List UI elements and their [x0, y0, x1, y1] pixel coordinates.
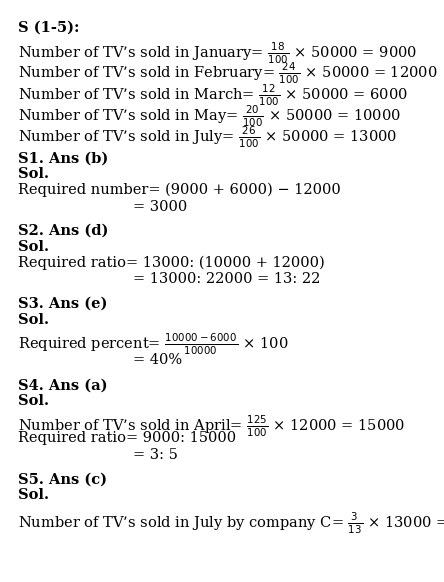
Text: S5. Ans (c): S5. Ans (c)	[18, 473, 107, 487]
Text: Required number= (9000 + 6000) − 12000: Required number= (9000 + 6000) − 12000	[18, 183, 341, 197]
Text: Number of TV’s sold in February= $\frac{24}{100}$ × 50000 = 12000: Number of TV’s sold in February= $\frac{…	[18, 61, 437, 87]
Text: = 3: 5: = 3: 5	[133, 448, 178, 462]
Text: Number of TV’s sold in April= $\frac{125}{100}$ × 12000 = 15000: Number of TV’s sold in April= $\frac{125…	[18, 413, 405, 439]
Text: Sol.: Sol.	[18, 313, 49, 327]
Text: Required percent= $\frac{10000-6000}{10000}$ × 100: Required percent= $\frac{10000-6000}{100…	[18, 332, 288, 357]
Text: = 13000: 22000 = 13: 22: = 13000: 22000 = 13: 22	[133, 272, 321, 286]
Text: Sol.: Sol.	[18, 488, 49, 502]
Text: Number of TV’s sold in January= $\frac{18}{100}$ × 50000 = 9000: Number of TV’s sold in January= $\frac{1…	[18, 41, 417, 66]
Text: Number of TV’s sold in July by company C= $\frac{3}{13}$ × 13000 = 3000: Number of TV’s sold in July by company C…	[18, 511, 444, 537]
Text: = 3000: = 3000	[133, 200, 187, 214]
Text: S4. Ans (a): S4. Ans (a)	[18, 378, 107, 392]
Text: Number of TV’s sold in March= $\frac{12}{100}$ × 50000 = 6000: Number of TV’s sold in March= $\frac{12}…	[18, 83, 408, 108]
Text: Sol.: Sol.	[18, 394, 49, 408]
Text: Required ratio= 13000: (10000 + 12000): Required ratio= 13000: (10000 + 12000)	[18, 255, 325, 270]
Text: S1. Ans (b): S1. Ans (b)	[18, 151, 108, 165]
Text: S3. Ans (e): S3. Ans (e)	[18, 297, 107, 311]
Text: Required ratio= 9000: 15000: Required ratio= 9000: 15000	[18, 431, 236, 445]
Text: Sol.: Sol.	[18, 167, 49, 181]
Text: Number of TV’s sold in July= $\frac{26}{100}$ × 50000 = 13000: Number of TV’s sold in July= $\frac{26}{…	[18, 125, 397, 151]
Text: Number of TV’s sold in May= $\frac{20}{100}$ × 50000 = 10000: Number of TV’s sold in May= $\frac{20}{1…	[18, 104, 400, 129]
Text: S2. Ans (d): S2. Ans (d)	[18, 224, 108, 238]
Text: S (1-5):: S (1-5):	[18, 20, 79, 34]
Text: = 40%: = 40%	[133, 353, 182, 367]
Text: Sol.: Sol.	[18, 240, 49, 254]
